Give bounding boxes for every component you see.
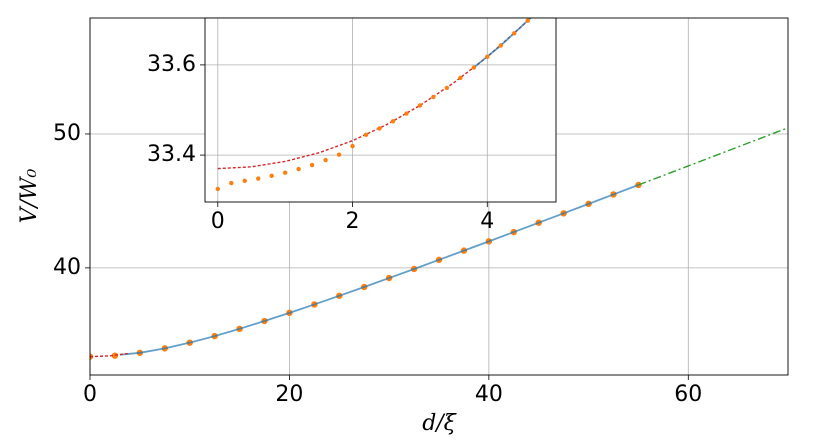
data-point (485, 54, 490, 59)
y-tick-label: 50 (53, 121, 81, 146)
data-point (282, 170, 288, 175)
x-tick-label: 4 (480, 209, 494, 234)
series-line (119, 184, 639, 356)
data-point (458, 75, 463, 81)
data-point (336, 152, 342, 157)
x-tick-label: 0 (83, 382, 97, 407)
series-group (215, 18, 532, 192)
y-tick-label: 40 (53, 255, 81, 280)
series-group (90, 127, 788, 360)
x-tick-label: 20 (275, 382, 303, 407)
data-point (525, 18, 530, 23)
plot-background (205, 18, 556, 202)
data-point (111, 352, 119, 359)
plot-frame (204, 17, 557, 203)
data-point (471, 65, 477, 70)
data-point (404, 111, 409, 116)
data-point (229, 180, 234, 186)
data-point (444, 85, 450, 91)
data-point (431, 94, 436, 100)
data-point (377, 126, 382, 131)
data-point (417, 103, 423, 108)
y-tick-label: 33.6 (147, 52, 196, 77)
x-tick-label: 2 (346, 209, 360, 234)
y-tick-label: 33.4 (147, 142, 196, 167)
x-tick-label: 0 (211, 209, 225, 234)
x-tick-label: 40 (475, 382, 503, 407)
data-point (269, 173, 274, 179)
data-point (323, 157, 328, 163)
y-axis-label: V/W₀ (17, 168, 42, 223)
data-point (363, 132, 369, 138)
plot-area: 0 2 4 33.4 33.6 (147, 17, 557, 234)
data-point (350, 143, 355, 149)
data-point (256, 176, 261, 181)
data-point (309, 162, 315, 168)
data-point (512, 31, 517, 36)
data-point (242, 178, 247, 184)
x-axis-label: d/ξ (422, 411, 457, 436)
series-line (638, 127, 788, 186)
data-point (498, 43, 503, 48)
data-point (390, 119, 396, 124)
data-point (215, 186, 221, 192)
data-point (296, 166, 301, 172)
x-tick-label: 60 (674, 382, 702, 407)
series-line (90, 352, 130, 358)
